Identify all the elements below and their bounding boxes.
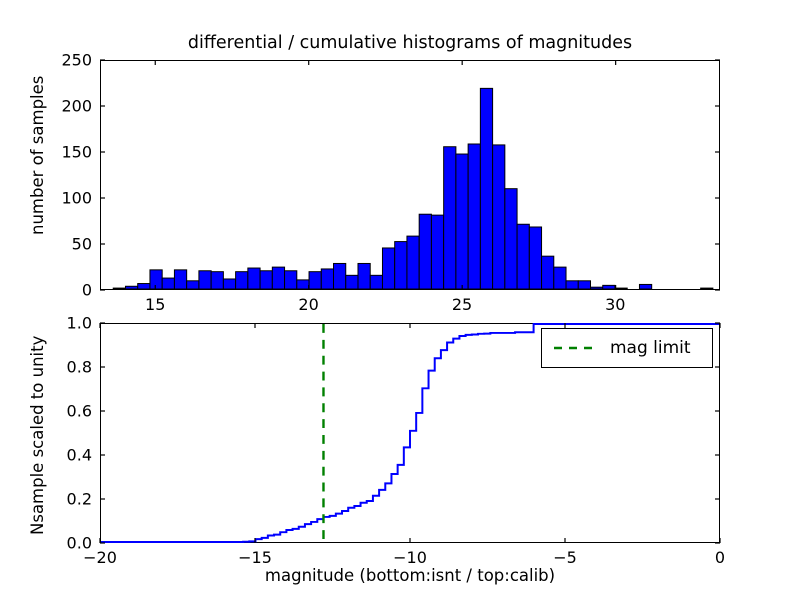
top-xtick-20: 20 xyxy=(298,295,319,314)
histogram-bar xyxy=(394,241,408,290)
histogram-bar xyxy=(528,226,543,290)
histogram-bar xyxy=(284,270,298,290)
histogram-bar xyxy=(430,214,445,290)
top-ytick-200: 200 xyxy=(61,96,92,116)
histogram-bar xyxy=(137,283,151,290)
histogram-bar xyxy=(700,287,714,290)
histogram-bar xyxy=(369,274,383,290)
top-ytick-100: 100 xyxy=(61,188,92,208)
histogram-bar xyxy=(333,262,347,290)
top-xtick-30: 30 xyxy=(605,295,626,314)
bottom-xtick-minus10: −10 xyxy=(393,548,427,567)
top-ytick-150: 150 xyxy=(61,142,92,162)
histogram-bar xyxy=(345,274,359,290)
histogram-bar xyxy=(112,287,126,290)
histogram-bar xyxy=(418,213,432,290)
legend-label-mag-limit: mag limit xyxy=(610,338,691,358)
histogram-bar xyxy=(443,146,457,290)
bottom-ytick-0-6: 0.6 xyxy=(66,401,92,421)
bottom-ytick-0-8: 0.8 xyxy=(66,357,92,377)
histogram-bar xyxy=(553,266,567,290)
histogram-bar xyxy=(577,280,592,290)
bottom-ytick-0-0: 0.0 xyxy=(66,533,92,553)
histogram-bar xyxy=(467,143,481,290)
top-ylabel: number of samples xyxy=(28,75,47,235)
bottom-ytick-0-2: 0.2 xyxy=(66,489,92,509)
bottom-cumulative-axes xyxy=(100,323,720,543)
histogram-bar xyxy=(149,269,163,290)
histogram-bar xyxy=(406,235,420,290)
figure-title: differential / cumulative histograms of … xyxy=(187,33,633,53)
histogram-bar xyxy=(565,280,579,290)
histogram-bar xyxy=(381,247,396,290)
bottom-xtick-minus20: −20 xyxy=(83,548,117,567)
histogram-bar xyxy=(222,278,237,290)
histogram-bar xyxy=(541,255,555,290)
histogram-bar xyxy=(638,283,653,290)
histogram-bar xyxy=(296,279,310,290)
histogram-bar xyxy=(455,153,469,290)
mag-limit-line-icon xyxy=(554,346,596,350)
histogram-bar xyxy=(479,87,494,290)
bottom-ylabel: Nsample scaled to unity xyxy=(28,335,47,535)
top-histogram-plot xyxy=(112,87,714,290)
histogram-bar xyxy=(124,285,139,290)
histogram-bar xyxy=(186,280,200,290)
cumulative-step-line xyxy=(101,323,719,543)
top-xtick-25: 25 xyxy=(451,295,473,314)
histogram-bar xyxy=(308,271,322,290)
legend[interactable]: mag limit xyxy=(541,328,713,368)
bottom-xtick-0: 0 xyxy=(714,548,726,567)
bottom-ytick-1-0: 1.0 xyxy=(66,313,92,333)
histogram-bar xyxy=(173,269,188,290)
histogram-bar xyxy=(516,223,530,290)
histogram-bar xyxy=(161,277,175,290)
histogram-bar xyxy=(198,270,212,290)
histogram-bar xyxy=(210,271,224,290)
top-ytick-0: 0 xyxy=(81,280,92,300)
top-xtick-15: 15 xyxy=(145,295,166,314)
histogram-bar xyxy=(492,144,506,290)
histogram-bars xyxy=(112,87,714,290)
top-ytick-250: 250 xyxy=(61,50,92,70)
histogram-bar xyxy=(247,267,261,290)
bottom-ytick-0-4: 0.4 xyxy=(66,445,92,465)
bottom-cumulative-plot xyxy=(101,323,719,543)
histogram-bar xyxy=(614,287,628,290)
top-ytick-50: 50 xyxy=(71,234,92,254)
histogram-bar xyxy=(259,270,273,290)
histogram-bar xyxy=(602,284,616,290)
histogram-bar xyxy=(357,262,371,290)
histogram-bar xyxy=(235,271,249,290)
top-histogram-axes xyxy=(100,60,720,290)
bottom-xtick-minus5: −5 xyxy=(553,548,577,567)
histogram-bar xyxy=(504,188,518,290)
histogram-bar xyxy=(271,266,286,290)
histogram-bar xyxy=(320,268,335,290)
bottom-xlabel: magnitude (bottom:isnt / top:calib) xyxy=(264,566,556,585)
bottom-xtick-minus15: −15 xyxy=(238,548,272,567)
histogram-bar xyxy=(590,286,604,290)
